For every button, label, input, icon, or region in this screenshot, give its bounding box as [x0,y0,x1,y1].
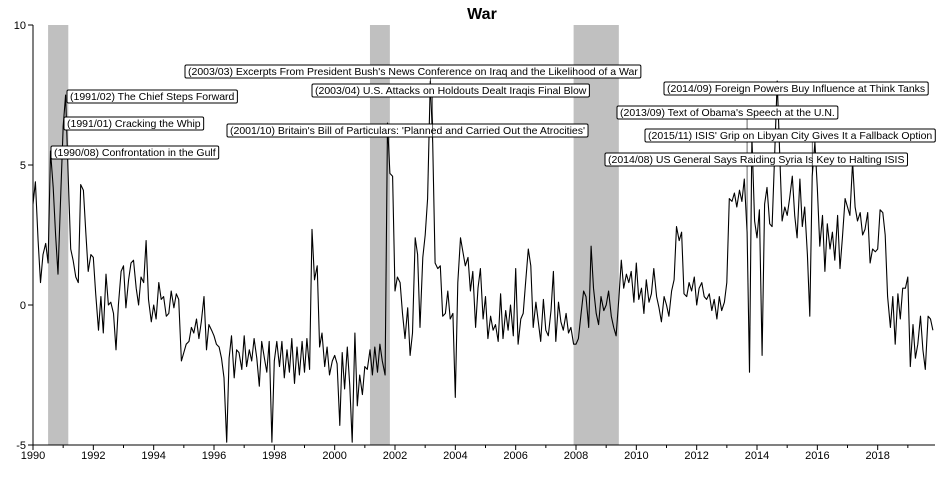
annotation-label: (2003/04) U.S. Attacks on Holdouts Dealt… [315,85,587,97]
annotation: (1990/08) Confrontation in the Gulf [50,145,220,160]
line-layer [32,80,934,443]
annotation-label: (2014/09) Foreign Powers Buy Influence a… [667,83,925,95]
annotations: (1990/08) Confrontation in the Gulf (1991… [50,64,936,233]
annotation-label: (2001/10) Britain's Bill of Particulars:… [230,125,585,137]
y-tick-label: -5 [16,440,26,452]
x-tick-label: 2002 [383,450,407,462]
annotation-box [311,83,590,98]
annotation-box [616,105,839,120]
x-tick-label: 2018 [865,450,889,462]
annotation-box [50,145,220,160]
annotation-box [663,81,929,96]
x-tick-label: 1996 [202,450,226,462]
annotation-box [644,128,936,143]
series-line [32,80,934,443]
x-tick-label: 2016 [805,450,829,462]
x-tick-label: 2008 [564,450,588,462]
annotation-label: (1991/02) The Chief Steps Forward [70,91,235,103]
annotation: (1991/02) The Chief Steps Forward [65,89,238,104]
chart-title: War [467,6,497,23]
shaded-period [48,25,69,445]
annotation: (2003/04) U.S. Attacks on Holdouts Dealt… [311,83,590,143]
annotation: (2014/08) US General Says Raiding Syria … [604,152,908,167]
x-tick-label: 1994 [141,450,165,462]
annotation-label: (2015/11) ISIS' Grip on Libyan City Give… [648,130,932,142]
annotation-label: (1990/08) Confrontation in the Gulf [54,147,216,159]
annotation-box [66,89,238,104]
x-tick-label: 1990 [21,450,45,462]
x-tick-label: 1998 [262,450,286,462]
x-tick-label: 2014 [745,450,769,462]
annotation-label: (2014/08) US General Says Raiding Syria … [608,154,904,166]
annotation-box [226,123,589,138]
x-tick-label: 2004 [443,450,467,462]
annotation-label: (2003/03) Excerpts From President Bush's… [188,66,638,78]
annotation: (2003/03) Excerpts From President Bush's… [184,64,642,81]
annotation-box [604,152,908,167]
annotation: (2013/09) Text of Obama's Speech at the … [616,105,839,233]
annotation: (1991/01) Cracking the Whip [62,116,205,131]
x-tick-label: 2012 [684,450,708,462]
axes: 1990 1992 1994 1996 1998 2000 2002 2004 2006 2008… [14,20,935,462]
x-tick-label: 1992 [81,450,105,462]
x-tick-label: 2010 [624,450,648,462]
annotation-label: (1991/01) Cracking the Whip [67,118,201,130]
x-tick-label: 2006 [503,450,527,462]
y-tick-label: 5 [20,160,26,172]
x-tick-label: 2000 [322,450,346,462]
annotation-box [184,64,642,79]
annotation: (2015/11) ISIS' Grip on Libyan City Give… [644,128,936,177]
y-tick-label: 10 [14,20,26,32]
y-tick-label: 0 [20,300,26,312]
annotation-box [63,116,205,131]
annotation-label: (2013/09) Text of Obama's Speech at the … [620,107,835,119]
annotation: (2001/10) Britain's Bill of Particulars:… [226,123,589,138]
annotation: (2014/09) Foreign Powers Buy Influence a… [663,81,929,96]
